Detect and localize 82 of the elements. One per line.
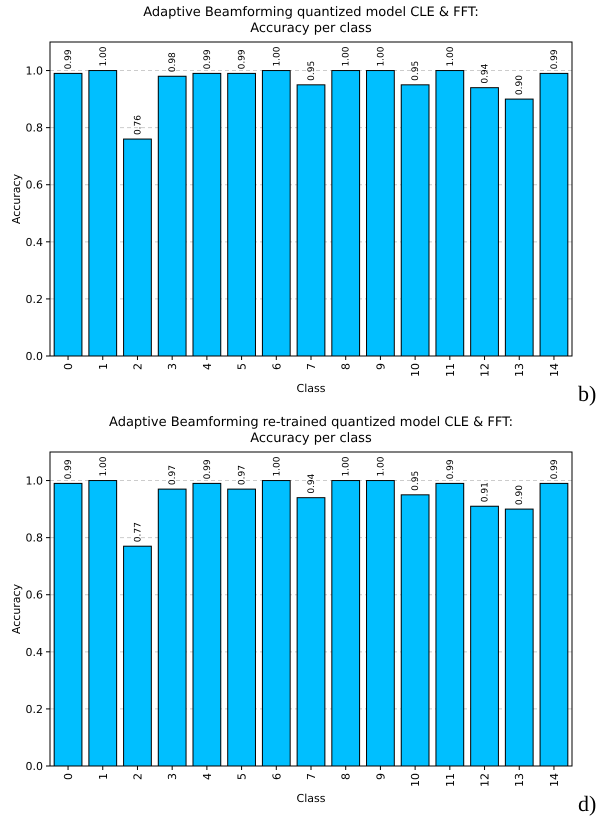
y-tick-label: 0.0 — [26, 350, 43, 363]
x-tick-label: 8 — [340, 773, 353, 780]
y-tick-label: 0.4 — [26, 236, 43, 249]
y-tick-label: 0.0 — [26, 760, 43, 773]
data-label: 0.99 — [550, 49, 560, 70]
x-tick-label: 0 — [62, 363, 76, 370]
x-tick-label: 9 — [374, 363, 388, 370]
data-label: 0.97 — [168, 465, 178, 486]
data-label: 1.00 — [272, 456, 282, 477]
data-label: 1.00 — [342, 46, 352, 67]
y-tick-label: 0.8 — [26, 122, 43, 135]
data-label: 0.99 — [202, 459, 213, 480]
chart-subtitle: Accuracy per class — [250, 431, 372, 446]
data-label: 0.94 — [307, 473, 317, 494]
x-tick-label: 9 — [374, 773, 388, 780]
data-label: 0.99 — [550, 459, 560, 480]
x-tick-label: 5 — [236, 363, 249, 370]
data-label: 0.90 — [515, 484, 526, 506]
data-label: 1.00 — [98, 456, 109, 477]
chart-subtitle: Accuracy per class — [250, 21, 372, 36]
x-tick-label: 10 — [409, 773, 422, 787]
x-tick-label: 3 — [166, 363, 180, 370]
chart-title: Adaptive Beamforming quantized model CLE & FFT: — [143, 5, 479, 20]
x-tick-label: 12 — [478, 773, 492, 787]
x-tick-label: 8 — [340, 363, 353, 370]
x-axis-title: Class — [296, 382, 326, 395]
y-tick-label: 0.6 — [26, 178, 43, 192]
x-tick-label: 1 — [96, 773, 110, 780]
data-label: 0.99 — [64, 459, 74, 480]
y-tick-label: 1.0 — [26, 474, 43, 488]
x-tick-label: 6 — [270, 773, 284, 780]
x-tick-label: 7 — [305, 773, 318, 780]
data-label: 0.99 — [202, 49, 213, 70]
x-tick-label: 13 — [513, 363, 526, 377]
data-label: 0.95 — [307, 60, 317, 81]
data-label: 0.94 — [480, 63, 491, 84]
data-label: 0.95 — [411, 470, 422, 491]
data-label: 1.00 — [98, 46, 109, 67]
x-tick-label: 2 — [131, 363, 144, 370]
data-label: 1.00 — [446, 46, 456, 67]
y-axis-title: Accuracy — [10, 173, 23, 224]
x-tick-label: 3 — [166, 773, 180, 780]
x-tick-label: 0 — [62, 773, 76, 780]
x-tick-label: 4 — [200, 773, 214, 780]
chart-title: Adaptive Beamforming re-trained quantized model CLE & FFT: — [109, 415, 513, 430]
data-label: 1.00 — [272, 46, 282, 67]
y-tick-label: 1.0 — [26, 64, 43, 78]
y-tick-label: 0.4 — [26, 646, 43, 659]
data-label: 1.00 — [376, 46, 386, 67]
x-tick-label: 14 — [548, 773, 561, 787]
x-tick-label: 5 — [236, 773, 249, 780]
data-label: 0.99 — [446, 459, 456, 480]
y-tick-label: 0.8 — [26, 532, 43, 545]
data-label: 0.90 — [515, 74, 526, 96]
x-tick-label: 12 — [478, 363, 492, 377]
x-axis-title: Class — [296, 792, 326, 805]
y-axis-title: Accuracy — [10, 583, 23, 634]
data-label: 1.00 — [342, 456, 352, 477]
data-label: 0.77 — [133, 522, 144, 542]
x-tick-label: 11 — [444, 363, 457, 377]
x-tick-label: 13 — [513, 773, 526, 787]
x-tick-label: 7 — [305, 363, 318, 370]
data-label: 0.76 — [133, 114, 144, 136]
x-tick-label: 2 — [131, 773, 144, 780]
y-tick-label: 0.2 — [26, 292, 43, 306]
data-label: 0.99 — [238, 49, 248, 70]
data-label: 0.99 — [64, 49, 74, 70]
data-label: 0.97 — [238, 465, 248, 486]
data-label: 1.00 — [376, 456, 386, 477]
x-tick-label: 4 — [200, 363, 214, 370]
x-tick-label: 1 — [96, 363, 110, 370]
data-label: 0.98 — [168, 52, 178, 72]
x-tick-label: 14 — [548, 363, 561, 377]
y-tick-label: 0.2 — [26, 702, 43, 716]
text: b) — [578, 381, 596, 406]
x-tick-label: 11 — [444, 773, 457, 787]
data-label: 0.95 — [411, 60, 422, 81]
text: d) — [578, 791, 596, 816]
x-tick-label: 6 — [270, 363, 284, 370]
y-tick-label: 0.6 — [26, 588, 43, 602]
x-tick-label: 10 — [409, 363, 422, 377]
data-label: 0.91 — [480, 482, 491, 502]
